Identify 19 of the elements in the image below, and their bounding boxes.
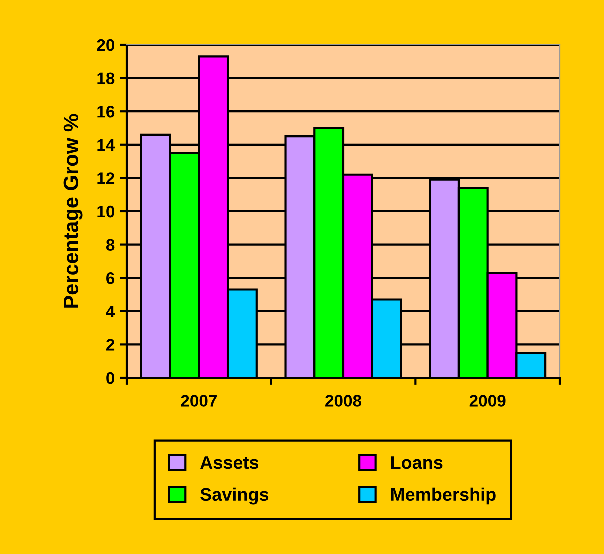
y-axis-title: Percentage Grow % — [64, 114, 83, 308]
y-tick-label: 8 — [106, 239, 115, 252]
x-tick-label: 2008 — [326, 395, 362, 407]
y-tick-label: 14 — [98, 139, 116, 151]
y-tick-label: 6 — [106, 272, 115, 284]
x-tick-label: 2009 — [470, 395, 506, 407]
legend-label: Membership — [391, 488, 496, 505]
y-tick-label: 20 — [97, 39, 115, 52]
y-tick-label: 10 — [98, 206, 115, 218]
y-tick-label: 12 — [98, 172, 115, 184]
legend-label: Assets — [200, 456, 259, 470]
legend-label: Savings — [200, 488, 269, 505]
legend-label: Loans — [391, 456, 443, 470]
y-tick-label: 4 — [106, 306, 116, 318]
y-tick-label: 2 — [106, 339, 115, 351]
y-tick-label: 18 — [98, 72, 115, 85]
y-tick-label: 16 — [98, 106, 115, 118]
y-tick-label: 0 — [106, 372, 115, 384]
x-tick-label: 2007 — [181, 395, 217, 407]
